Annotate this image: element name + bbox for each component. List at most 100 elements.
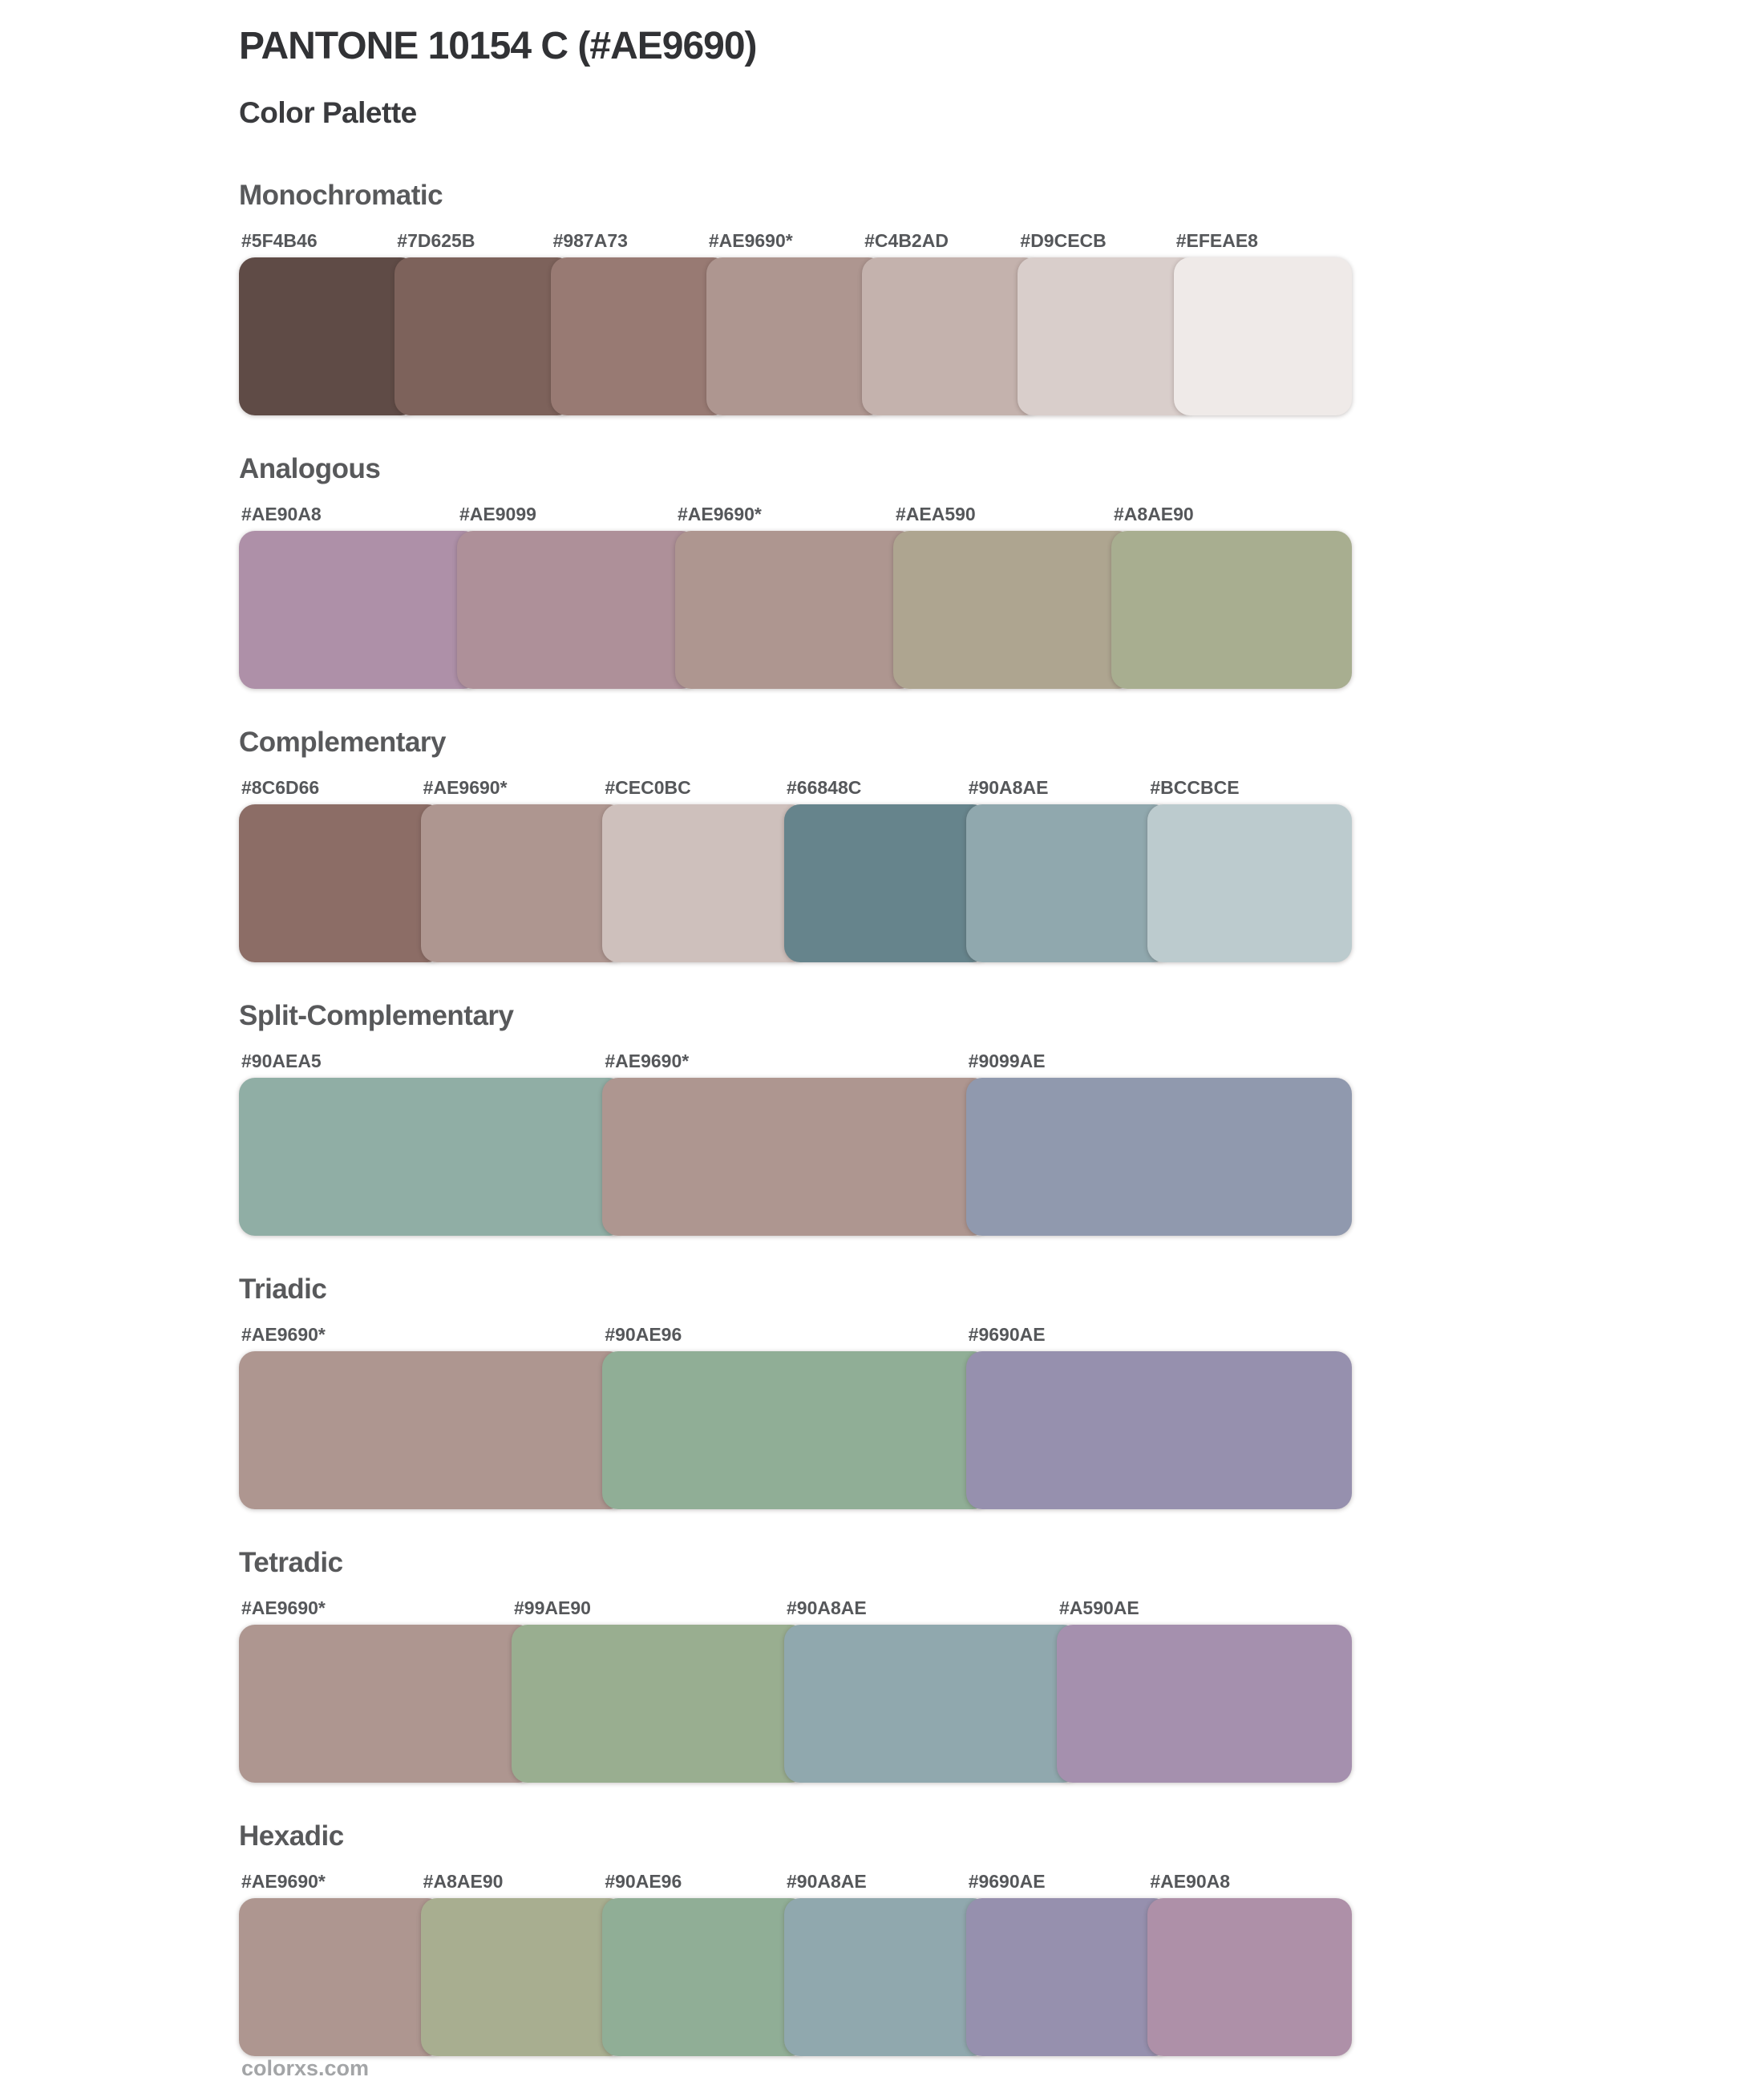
swatch: #C4B2AD [862, 229, 1041, 415]
swatch-hex-label: #AE9690* [423, 777, 508, 798]
palette-section-analogous: Analogous #AE90A8 #AE9099 #AE9690* #AEA590 #A… [239, 453, 1764, 689]
swatch: #AE9690* [239, 1597, 534, 1783]
swatch-hex-label: #90A8AE [968, 777, 1049, 798]
swatch-color[interactable] [512, 1625, 807, 1783]
swatch-color[interactable] [784, 1625, 1079, 1783]
palette-section-heading: Complementary [239, 727, 447, 758]
swatch: #A8AE90 [1111, 503, 1352, 689]
swatch-hex-label: #A8AE90 [423, 1871, 504, 1892]
swatch-color[interactable] [602, 1078, 989, 1236]
swatch-hex-label: #AE9690* [241, 1597, 326, 1618]
swatch: #CEC0BC [602, 776, 807, 962]
palette-section-complementary: Complementary #8C6D66 #AE9690* #CEC0BC #6684… [239, 727, 1764, 962]
swatch-color[interactable] [239, 257, 418, 415]
swatch-row: #AE90A8 #AE9099 #AE9690* #AEA590 #A8AE90 [239, 503, 1352, 689]
page-header: PANTONE 10154 C (#AE9690) Color Palette [239, 24, 1764, 130]
swatch: #90A8AE [965, 776, 1171, 962]
swatch-color[interactable] [1018, 257, 1196, 415]
swatch-color[interactable] [457, 531, 698, 689]
swatch-row: #5F4B46 #7D625B #987A73 #AE9690* #C4B2AD #D9C… [239, 229, 1352, 415]
swatch-hex-label: #9690AE [968, 1324, 1046, 1345]
swatch-color[interactable] [965, 804, 1171, 962]
swatch: #A8AE90 [420, 1870, 625, 2056]
swatch-color[interactable] [394, 257, 573, 415]
palette-section-heading: Analogous [239, 453, 381, 484]
swatch-color[interactable] [784, 804, 989, 962]
swatch-hex-label: #90AE96 [605, 1871, 682, 1892]
swatch-hex-label: #90A8AE [787, 1871, 867, 1892]
swatch-hex-label: #AE9690* [708, 230, 793, 251]
swatch-row: #8C6D66 #AE9690* #CEC0BC #66848C #90A8AE #BCC… [239, 776, 1353, 962]
swatch: #90A8AE [784, 1597, 1079, 1783]
swatch: #A590AE [1057, 1597, 1352, 1783]
swatch: #AE9690* [239, 1870, 443, 2056]
swatch-hex-label: #EFEAE8 [1175, 230, 1258, 251]
swatch-hex-label: #AE9099 [459, 504, 536, 524]
swatch-hex-label: #AE90A8 [1150, 1871, 1231, 1892]
swatch-row: #AE9690* #A8AE90 #90AE96 #90A8AE #9690AE #AE9… [239, 1870, 1353, 2056]
swatch-color[interactable] [239, 1078, 625, 1236]
swatch: #5F4B46 [239, 229, 418, 415]
swatch-color[interactable] [675, 531, 916, 689]
swatch-hex-label: #99AE90 [514, 1597, 591, 1618]
swatch: #99AE90 [512, 1597, 807, 1783]
swatch: #7D625B [394, 229, 573, 415]
swatch-hex-label: #AE9690* [241, 1324, 326, 1345]
swatch: #987A73 [550, 229, 729, 415]
swatch: #AE90A8 [239, 503, 479, 689]
swatch-color[interactable] [965, 1078, 1352, 1236]
page-subtitle: Color Palette [239, 96, 417, 129]
swatch-color[interactable] [965, 1898, 1171, 2056]
swatch: #AE9690* [602, 1050, 989, 1236]
footer-site-link[interactable]: colorxs.com [241, 2056, 370, 2080]
swatch-color[interactable] [1147, 1898, 1353, 2056]
swatch-hex-label: #AE9690* [241, 1871, 326, 1892]
swatch-hex-label: #BCCBCE [1150, 777, 1240, 798]
swatch-hex-label: #AEA590 [896, 504, 976, 524]
swatch-color[interactable] [784, 1898, 989, 2056]
swatch-color[interactable] [420, 804, 625, 962]
swatch-color[interactable] [420, 1898, 625, 2056]
swatch-color[interactable] [239, 1625, 534, 1783]
swatch-hex-label: #7D625B [397, 230, 475, 251]
swatch-color[interactable] [550, 257, 729, 415]
page-footer: colorxs.com [239, 2056, 1764, 2081]
swatch-color[interactable] [893, 531, 1134, 689]
swatch-hex-label: #AE9690* [678, 504, 762, 524]
swatch-color[interactable] [1147, 804, 1353, 962]
swatch-color[interactable] [602, 804, 807, 962]
swatch-color[interactable] [1111, 531, 1352, 689]
page-title: PANTONE 10154 C (#AE9690) [239, 25, 758, 67]
swatch-color[interactable] [239, 531, 479, 689]
swatch: #66848C [784, 776, 989, 962]
swatch-hex-label: #90A8AE [787, 1597, 867, 1618]
swatch-hex-label: #8C6D66 [241, 777, 320, 798]
swatch: #D9CECB [1018, 229, 1196, 415]
palette-section-split-complementary: Split-Complementary #90AEA5 #AE9690* #9099A… [239, 1000, 1764, 1236]
swatch-color[interactable] [1173, 257, 1352, 415]
swatch-color[interactable] [602, 1351, 989, 1509]
palette-sections: Monochromatic #5F4B46 #7D625B #987A73 #AE969… [239, 180, 1764, 2056]
swatch: #90AE96 [602, 1870, 807, 2056]
swatch: #AE9690* [675, 503, 916, 689]
swatch-color[interactable] [965, 1351, 1352, 1509]
swatch-color[interactable] [1057, 1625, 1352, 1783]
swatch-color[interactable] [239, 1898, 443, 2056]
swatch: #BCCBCE [1147, 776, 1353, 962]
swatch: #EFEAE8 [1173, 229, 1352, 415]
swatch-color[interactable] [239, 1351, 625, 1509]
swatch: #9690AE [965, 1870, 1171, 2056]
swatch: #AE9690* [420, 776, 625, 962]
swatch-hex-label: #A8AE90 [1114, 504, 1194, 524]
swatch: #AE9690* [239, 1323, 625, 1509]
swatch: #AEA590 [893, 503, 1134, 689]
swatch-hex-label: #AE90A8 [241, 504, 322, 524]
swatch-hex-label: #A590AE [1059, 1597, 1139, 1618]
swatch-color[interactable] [602, 1898, 807, 2056]
swatch-hex-label: #90AEA5 [241, 1051, 322, 1071]
swatch-color[interactable] [239, 804, 443, 962]
swatch-color[interactable] [706, 257, 885, 415]
palette-section-heading: Split-Complementary [239, 1000, 514, 1031]
swatch-color[interactable] [862, 257, 1041, 415]
swatch-hex-label: #D9CECB [1020, 230, 1107, 251]
